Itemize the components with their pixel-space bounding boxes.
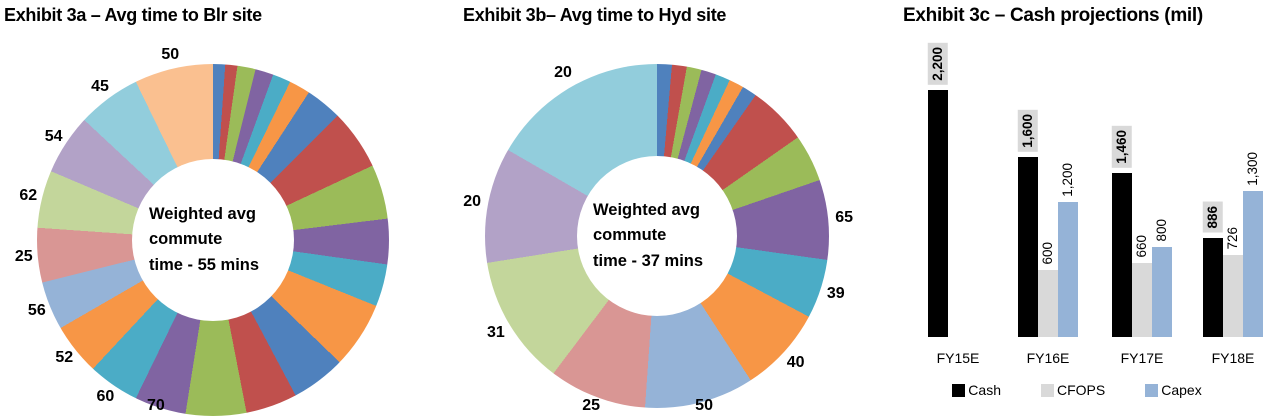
donut-center-line: Weighted avg — [593, 201, 700, 220]
x-axis-label-fy17e: FY17E — [1120, 350, 1164, 366]
legend-item-capex: Capex — [1145, 382, 1202, 398]
donut-slice-label: 54 — [44, 127, 63, 145]
donut-center-line: commute — [149, 230, 223, 249]
chart-title-cash: Exhibit 3c – Cash projections (mil) — [903, 5, 1203, 26]
x-axis-label-fy16e: FY16E — [1026, 350, 1070, 366]
donut-slice-label: 20 — [463, 192, 482, 210]
donut-center-line: commute — [593, 226, 667, 245]
donut-slice-label: 39 — [826, 285, 845, 303]
donut-center-line: time - 55 mins — [149, 255, 260, 274]
bar-chart-cash-projections: 2,200 FY15E 1,600 600 1,200 FY16E 1,460 660 800 F… — [880, 0, 1274, 420]
x-axis-label-fy18e: FY18E — [1211, 350, 1255, 366]
donut-slice-label: 70 — [146, 397, 165, 414]
donut-slice-label: 45 — [91, 78, 109, 96]
x-axis-label-fy15e: FY15E — [936, 350, 980, 366]
donut-slice-label: 52 — [55, 349, 74, 367]
donut-center-label: Weighted avg commute time - 37 mins — [583, 198, 731, 273]
donut-slice-label: 20 — [554, 64, 572, 82]
bar-capex-fy18e — [1243, 191, 1263, 337]
bar-cfops-fy16e — [1038, 270, 1058, 337]
bar-cfops-fy17e — [1132, 263, 1152, 337]
bar-cash-fy16e — [1018, 157, 1038, 337]
panel-hyd-commute-chart: Exhibit 3b– Avg time to Hyd site Weighte… — [430, 0, 880, 420]
legend-swatch-cfops — [1040, 383, 1054, 397]
donut-slice-label: 25 — [14, 247, 33, 265]
donut-center-line: Weighted avg — [149, 205, 256, 224]
donut-center-label: Weighted avg commute time - 55 mins — [139, 202, 287, 277]
bar-value-label: 600 — [1040, 242, 1056, 265]
bar-value-label: 1,300 — [1245, 152, 1261, 186]
chart-legend: Cash CFOPS Capex — [880, 382, 1274, 398]
bar-value-label: 800 — [1154, 219, 1170, 242]
donut-slice-label: 62 — [19, 186, 38, 204]
bar-cash-fy18e — [1203, 238, 1223, 337]
chart-title-hyd: Exhibit 3b– Avg time to Hyd site — [463, 5, 727, 25]
legend-label: Capex — [1161, 382, 1202, 398]
bar-value-label: 660 — [1134, 235, 1150, 258]
bar-value-label: 886 — [1203, 202, 1223, 233]
bar-value-label: 1,460 — [1112, 126, 1132, 168]
bar-value-label: 1,200 — [1060, 163, 1076, 197]
legend-label: Cash — [968, 382, 1001, 398]
bar-value-label: 726 — [1225, 227, 1241, 250]
bar-cash-fy15e — [928, 90, 948, 337]
bar-cash-fy17e — [1112, 173, 1132, 337]
legend-label: CFOPS — [1056, 382, 1106, 398]
legend-item-cash: Cash — [952, 382, 1001, 398]
panel-cash-projections-chart: Exhibit 3c – Cash projections (mil) 2,20… — [880, 0, 1274, 420]
bar-capex-fy17e — [1152, 247, 1172, 337]
bar-capex-fy16e — [1058, 202, 1078, 337]
donut-slice-label: 60 — [96, 387, 115, 405]
donut-slice-label: 40 — [786, 354, 805, 371]
donut-slice-label: 31 — [486, 323, 505, 341]
donut-slice-label: 65 — [835, 208, 854, 226]
donut-slice-label: 50 — [695, 397, 713, 414]
chart-title-blr: Exhibit 3a – Avg time to Blr site — [4, 5, 262, 25]
donut-chart-blr: Weighted avg commute time - 55 mins 70 60 52 5… — [0, 0, 430, 420]
legend-swatch-cash — [952, 383, 966, 397]
donut-slice-label: 50 — [161, 45, 180, 63]
legend-item-cfops: CFOPS — [1040, 382, 1106, 398]
donut-hole: Weighted avg commute time - 55 mins — [132, 159, 294, 321]
bar-value-label: 2,200 — [928, 43, 948, 85]
bar-cfops-fy18e — [1223, 255, 1243, 337]
donut-chart-hyd: Weighted avg commute time - 37 mins 65 39 40 5… — [430, 0, 880, 420]
legend-swatch-capex — [1145, 383, 1159, 397]
donut-slice-label: 25 — [582, 397, 601, 414]
donut-slice-label: 56 — [27, 302, 46, 320]
bar-value-label: 1,600 — [1018, 110, 1038, 152]
donut-hole: Weighted avg commute time - 37 mins — [577, 156, 737, 316]
donut-center-line: time - 37 mins — [593, 251, 704, 270]
panel-blr-commute-chart: Exhibit 3a – Avg time to Blr site Weight… — [0, 0, 430, 420]
